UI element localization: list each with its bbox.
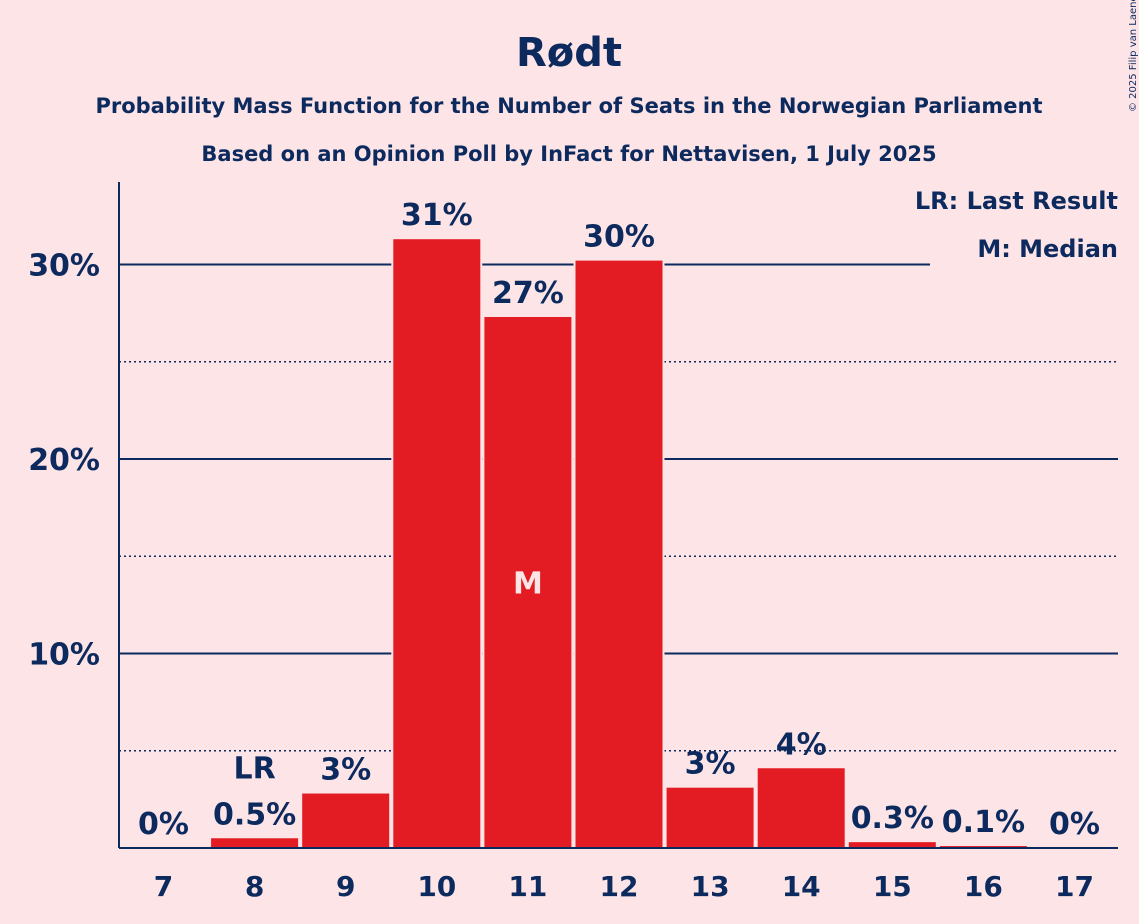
x-tick-label: 12 [600,870,639,903]
legend-median: M: Median [977,235,1118,263]
chart-title: Rødt [516,30,622,76]
x-tick-label: 8 [245,870,264,903]
data-label: 31% [401,198,473,233]
copyright-notice: © 2025 Filip van Laenen [1128,0,1139,112]
data-label: 0% [1049,807,1100,842]
bar [848,842,936,848]
x-tick-label: 10 [417,870,456,903]
chart-subtitle-1: Probability Mass Function for the Number… [95,94,1042,118]
data-label: 27% [492,276,564,311]
bar [666,787,754,848]
x-tick-label: 13 [691,870,730,903]
data-label: 0.1% [942,805,1025,840]
bars [118,237,1120,849]
data-label: 3% [685,747,736,782]
data-label: 3% [320,753,371,788]
bar [757,768,845,848]
bar [211,838,299,848]
data-label: 30% [583,220,655,255]
median-marker: M [513,567,543,602]
data-label: 0.5% [213,797,296,832]
x-tick-label: 17 [1055,870,1094,903]
bar [484,317,572,848]
y-tick-label: 20% [28,443,100,478]
data-label: 4% [776,727,827,762]
x-tick-label: 7 [154,870,173,903]
legend-background [930,182,1125,270]
x-tick-label: 11 [508,870,547,903]
chart-subtitle-2: Based on an Opinion Poll by InFact for N… [201,142,936,166]
bar [575,260,663,848]
legend-last-result: LR: Last Result [915,187,1118,215]
data-label: 0% [138,807,189,842]
y-tick-label: 30% [28,249,100,284]
bar [393,239,481,849]
bar-halo [937,844,1029,848]
x-tick-label: 15 [873,870,912,903]
bar [302,793,390,848]
x-tick-label: 9 [336,870,355,903]
x-tick-label: 14 [782,870,821,903]
y-tick-label: 10% [28,638,100,673]
data-label: 0.3% [851,801,934,836]
last-result-marker: LR [233,751,275,786]
x-tick-label: 16 [964,870,1003,903]
